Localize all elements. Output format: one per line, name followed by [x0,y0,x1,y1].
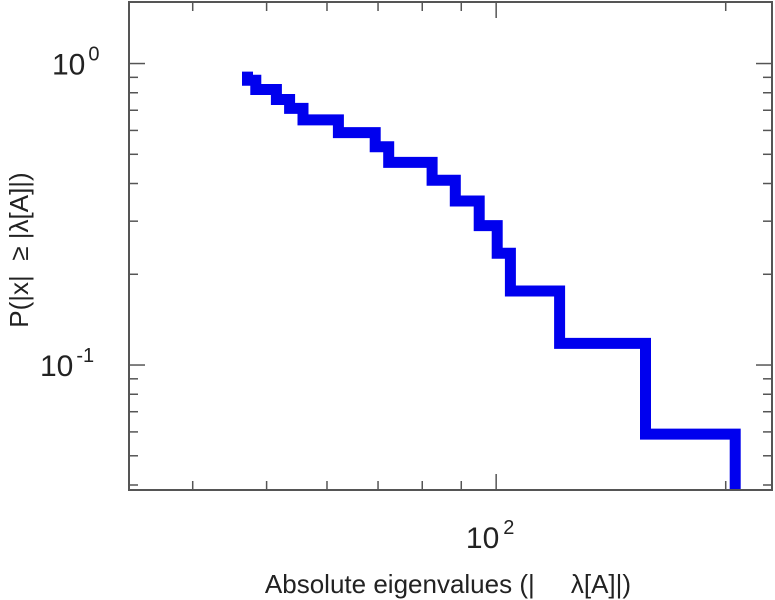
x-axis-label: Absolute eigenvalues (| λ[A]|) [265,569,631,599]
y-tick-label: 10 0 [52,44,100,82]
plot-frame [128,1,773,491]
x-ticks [191,2,727,490]
x-tick-label: 10 2 [466,517,515,555]
series-line [242,71,741,490]
y-axis-label: P(|x| ≥ |λ[A]|) [4,172,34,327]
data-series [242,71,741,490]
y-ticks [129,62,772,486]
x-tick-labels: 10 2 [466,517,515,555]
y-tick-label: 10 -1 [40,345,94,383]
